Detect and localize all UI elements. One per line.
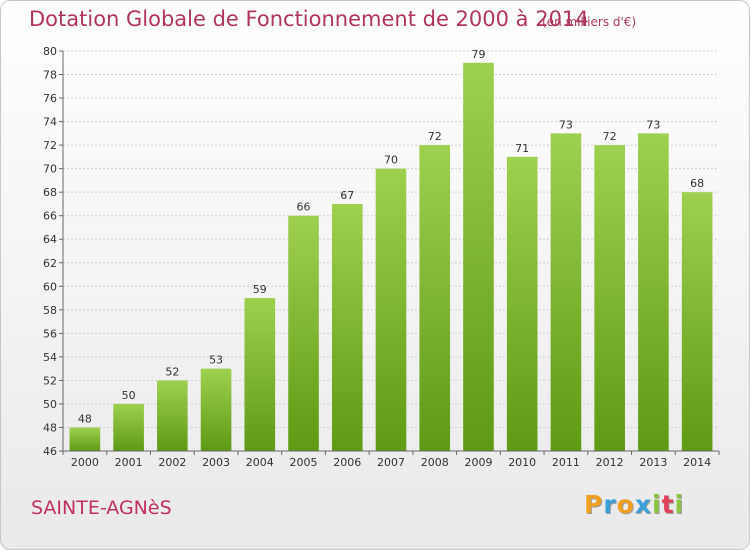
- logo-letter: i: [652, 490, 662, 519]
- bar-2012: [594, 145, 625, 451]
- x-axis: 2000 2001 2002 2003 2004 2005 2006 2007 2008 2009…: [62, 450, 720, 469]
- chart-title: Dotation Globale de Fonctionnement de 20…: [29, 7, 589, 31]
- x-tick-label: 2008: [421, 456, 449, 469]
- bar-2001: [113, 403, 144, 451]
- logo-letter: r: [603, 490, 617, 519]
- bar-2009: [463, 62, 494, 451]
- x-tick-label: 2014: [683, 456, 711, 469]
- x-tick-label: 2009: [464, 456, 492, 469]
- y-tick-label: 68: [43, 186, 57, 199]
- data-label: 71: [515, 142, 529, 155]
- x-tick-label: 2001: [115, 456, 143, 469]
- x-tick-label: 2005: [290, 456, 318, 469]
- data-label: 53: [209, 354, 223, 367]
- bar-2013: [638, 133, 669, 451]
- x-tick-label: 2000: [71, 456, 99, 469]
- x-tick-label: 2006: [333, 456, 361, 469]
- x-tick-label: 2004: [246, 456, 274, 469]
- y-tick-label: 56: [43, 327, 57, 340]
- x-tick-label: 2010: [508, 456, 536, 469]
- bar-2010: [506, 156, 538, 451]
- y-tick-label: 78: [43, 69, 57, 82]
- data-label: 70: [384, 154, 398, 167]
- bar-2005: [288, 215, 319, 451]
- y-tick-label: 70: [43, 163, 57, 176]
- bar-2014: [681, 192, 713, 452]
- data-label: 52: [165, 365, 179, 378]
- data-label: 68: [690, 177, 704, 190]
- bar-2008: [419, 145, 451, 451]
- proxiti-logo[interactable]: Proxiti: [584, 490, 684, 519]
- bar-2004: [244, 298, 276, 451]
- data-label: 73: [646, 118, 660, 131]
- x-tick-label: 2013: [639, 456, 667, 469]
- y-tick-label: 52: [43, 374, 57, 387]
- y-tick-label: 72: [43, 139, 57, 152]
- data-label: 48: [78, 412, 92, 425]
- data-label: 79: [471, 48, 485, 61]
- bar-2011: [550, 133, 582, 451]
- bar-2002: [157, 380, 188, 451]
- y-tick-label: 46: [43, 445, 57, 458]
- bar-2007: [375, 168, 407, 451]
- bar-2006: [331, 203, 363, 451]
- y-tick-label: 50: [43, 398, 57, 411]
- logo-letter: i: [674, 490, 685, 519]
- logo-letter: o: [616, 490, 635, 519]
- y-tick-label: 64: [43, 233, 57, 246]
- y-tick-label: 60: [43, 280, 57, 293]
- data-label: 73: [559, 118, 573, 131]
- data-label: 50: [122, 389, 136, 402]
- y-tick-label: 58: [43, 304, 57, 317]
- data-label: 59: [253, 283, 267, 296]
- data-label: 66: [297, 201, 311, 214]
- bar-2003: [200, 368, 232, 451]
- logo-letter: t: [661, 490, 675, 519]
- x-tick-label: 2011: [552, 456, 580, 469]
- y-axis: 46 48 50 52 54 56 58 60 62 64 66 68 70 72 74 76 78 80: [43, 45, 64, 458]
- data-label: 67: [340, 189, 354, 202]
- bars: 48 50 52 53 59 66 67 70 72 79 71 73 72 73 68: [69, 48, 713, 452]
- x-tick-label: 2007: [377, 456, 405, 469]
- y-tick-label: 80: [43, 45, 57, 58]
- y-tick-label: 54: [43, 351, 57, 364]
- x-tick-label: 2012: [596, 456, 624, 469]
- logo-letter: x: [634, 490, 652, 519]
- y-tick-label: 48: [43, 421, 57, 434]
- chart-subtitle: (en milliers d'€): [542, 15, 637, 29]
- data-label: 72: [428, 130, 442, 143]
- x-tick-label: 2003: [202, 456, 230, 469]
- y-tick-label: 74: [43, 116, 57, 129]
- y-tick-label: 66: [43, 210, 57, 223]
- data-label: 72: [603, 130, 617, 143]
- commune-name: SAINTE-AGNèS: [31, 497, 172, 519]
- logo-letter: P: [584, 490, 604, 519]
- y-tick-label: 76: [43, 92, 57, 105]
- bar-2000: [69, 427, 101, 451]
- x-tick-label: 2002: [158, 456, 186, 469]
- y-tick-label: 62: [43, 257, 57, 270]
